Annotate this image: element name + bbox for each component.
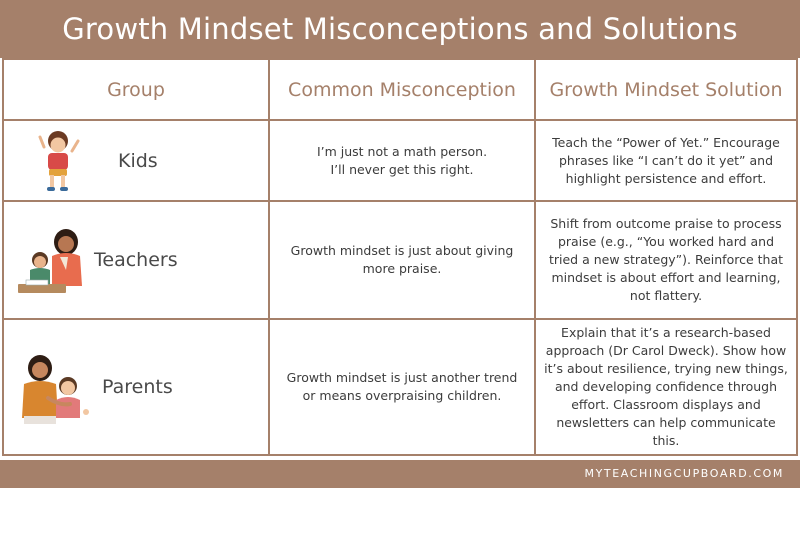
group-cell: Parents [2, 318, 270, 456]
solution-text: Explain that it’s a research-based appro… [544, 325, 788, 448]
misconception-cell: I’m just not a math person. I’ll never g… [268, 119, 536, 202]
footer-website: MYTEACHINGCUPBOARD.COM [584, 467, 784, 480]
teacher-with-student-icon [18, 229, 82, 293]
group-label: Kids [118, 149, 158, 172]
solution-text: Shift from outcome praise to process pra… [548, 216, 784, 303]
solution-text: Teach the “Power of Yet.” Encourage phra… [552, 134, 780, 186]
group-cell: Kids [2, 119, 270, 202]
header-group: Group [2, 58, 270, 121]
table-row-kids: Kids I’m just not a math person. I’ll ne… [2, 119, 798, 202]
title-bar: Growth Mindset Misconceptions and Soluti… [0, 0, 800, 58]
solution-cell: Explain that it’s a research-based appro… [534, 318, 798, 456]
misconception-text: Growth mindset is just about giving more… [290, 243, 514, 276]
group-label: Teachers [94, 249, 178, 271]
solution-cell: Shift from outcome praise to process pra… [534, 200, 798, 320]
page-title: Growth Mindset Misconceptions and Soluti… [62, 12, 738, 46]
header-solution: Growth Mindset Solution [534, 58, 798, 121]
header-row: Group Common Misconception Growth Mindse… [2, 58, 798, 121]
header-misconception: Common Misconception [268, 58, 536, 121]
misconception-cell: Growth mindset is just about giving more… [268, 200, 536, 320]
misconception-text: I’m just not a math person. I’ll never g… [316, 143, 488, 177]
misconceptions-table: Group Common Misconception Growth Mindse… [2, 58, 798, 456]
solution-cell: Teach the “Power of Yet.” Encourage phra… [534, 119, 798, 202]
footer-bar: MYTEACHINGCUPBOARD.COM [0, 460, 800, 488]
table-row-parents: Parents Growth mindset is just another t… [2, 318, 798, 456]
misconception-cell: Growth mindset is just another trend or … [268, 318, 536, 456]
parent-hugging-child-icon [22, 355, 89, 424]
group-label: Parents [102, 376, 173, 398]
table-row-teachers: Teachers Growth mindset is just about gi… [2, 200, 798, 320]
misconception-text: Growth mindset is just another trend or … [286, 370, 518, 403]
kid-waving-icon [38, 131, 80, 191]
group-cell: Teachers [2, 200, 270, 320]
